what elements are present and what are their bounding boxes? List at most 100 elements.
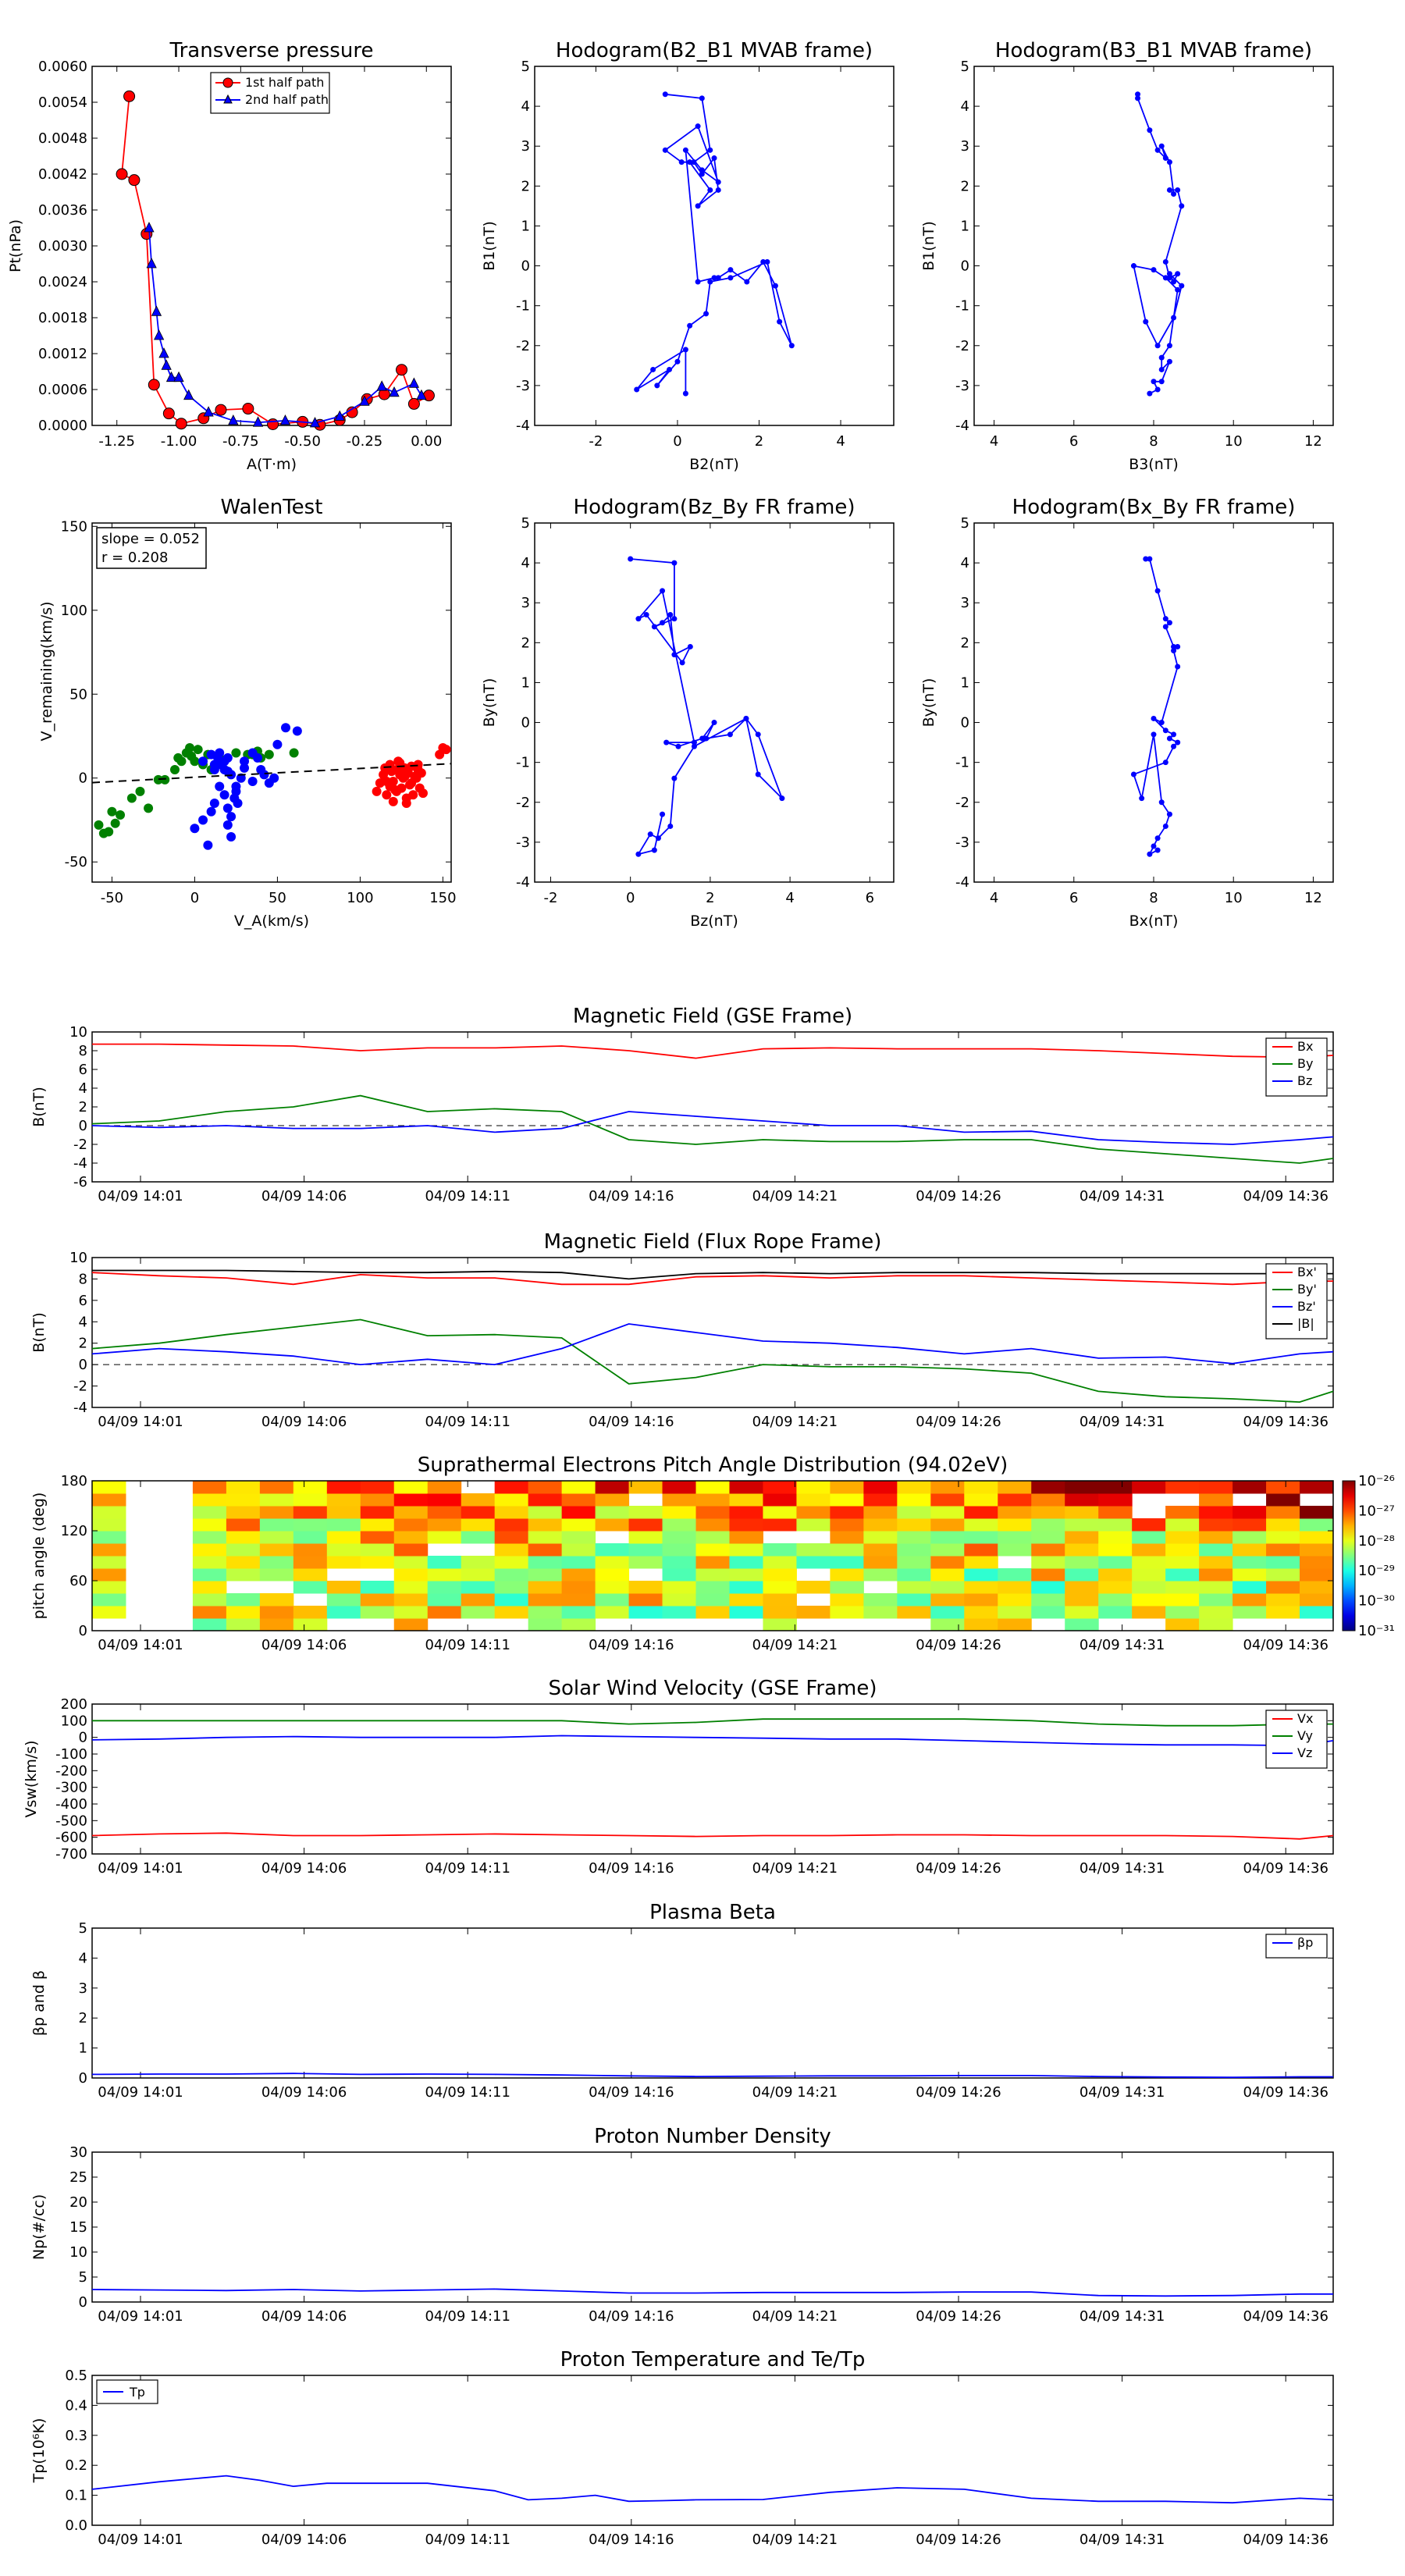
heatmap-cell [561,1518,596,1532]
heatmap-cell [1098,1593,1133,1606]
heatmap-cell [628,1531,663,1544]
x-axis-label: Bx(nT) [1129,913,1179,930]
heatmap-cell [92,1493,126,1507]
heatmap-cell [1098,1481,1133,1494]
data-point [1130,263,1136,269]
hodogram-path [636,93,793,394]
data-point [388,777,398,787]
heatmap-cell [360,1606,395,1619]
heatmap-cell [1300,1531,1334,1544]
heatmap-cell [695,1481,730,1494]
heatmap-cell [729,1531,763,1544]
heatmap-cell [1266,1531,1300,1544]
heatmap-cell [1132,1518,1166,1532]
x-tick-label: 4 [785,890,794,906]
heatmap-cell [293,1518,328,1532]
data-point [418,788,428,799]
heatmap-cell [1165,1481,1200,1494]
heatmap-cell [1132,1556,1166,1569]
heatmap-cell [695,1581,730,1594]
data-point [695,279,701,285]
heatmap-cell [226,1506,261,1519]
x-tick-label: 04/09 14:21 [752,1188,838,1204]
data-point [1175,286,1181,293]
y-tick-label: 20 [69,2194,87,2211]
x-tick-label: 04/09 14:16 [589,1188,674,1204]
plot-frame [534,522,895,883]
heatmap-cell [729,1556,763,1569]
heatmap-cell [695,1506,730,1519]
heatmap-cell [595,1556,630,1569]
data-point [715,179,721,185]
y-tick-label: 0 [79,1623,87,1639]
heatmap-cell [528,1593,563,1606]
x-tick-label: 04/09 14:36 [1243,1188,1328,1204]
x-tick-label: 04/09 14:36 [1243,1637,1328,1653]
data-point [144,803,154,813]
data-point [382,790,392,800]
heatmap-cell [662,1506,697,1519]
y-tick-label: -300 [55,1780,87,1796]
data-point [116,168,128,180]
y-tick-label: 2 [961,635,969,651]
data-point [1166,811,1172,817]
data-point [146,258,157,269]
data-point [660,588,666,594]
data-point [160,774,170,785]
data-point [1147,851,1153,857]
data-point [190,756,200,767]
heatmap-cell [1065,1518,1099,1532]
y-tick-label: 150 [61,518,87,535]
heatmap-cell [1065,1593,1099,1606]
heatmap-cell [1132,1481,1166,1494]
heatmap-cell [1199,1493,1233,1507]
x-axis-label: Bz(nT) [690,913,738,930]
x-tick-label: 04/09 14:11 [425,1860,510,1877]
y-tick-label: 1 [961,218,969,234]
heatmap-cell [561,1606,596,1619]
data-point [123,90,136,102]
x-tick-label: 04/09 14:21 [752,2532,838,2548]
chart-title: Magnetic Field (Flux Rope Frame) [544,1230,882,1254]
heatmap-cell [1165,1518,1200,1532]
heatmap-cell [964,1518,998,1532]
heatmap-cell [662,1493,697,1507]
heatmap-cell [930,1593,965,1606]
heatmap-cell [461,1581,496,1594]
heatmap-cell [763,1618,797,1631]
heatmap-cell [226,1606,261,1619]
annotation-slope: slope = 0.052 [101,531,200,547]
data-point [662,91,668,98]
y-tick-label: 5 [79,2269,87,2286]
data-point [650,366,656,372]
heatmap-cell [393,1543,429,1557]
heatmap-cell [326,1493,361,1507]
y-tick-label: 5 [961,59,969,75]
x-tick-label: 04/09 14:31 [1080,2084,1165,2101]
data-point [711,155,717,162]
y-axis-label: Np(#/cc) [30,2194,48,2260]
data-point [393,756,404,767]
heatmap-cell [998,1543,1032,1557]
heatmap-cell [930,1493,965,1507]
heatmap-cell [930,1556,965,1569]
heatmap-cell [964,1593,998,1606]
annotation-r: r = 0.208 [101,550,168,566]
heatmap-cell [326,1593,361,1606]
chart-pitch-angle-distribution: Suprathermal Electrons Pitch Angle Distr… [30,1453,1395,1653]
chart-np: Proton Number Density 0 5 10 15 20 25 30 04/09 1… [30,2125,1334,2325]
data-point [1130,771,1136,777]
data-point [206,806,216,817]
data-point [203,406,214,417]
y-tick-label: -100 [55,1746,87,1763]
data-point [1158,720,1165,726]
data-point [687,159,693,165]
x-tick-label: 6 [1069,433,1078,450]
heatmap-cell [763,1606,797,1619]
data-point [1171,731,1177,738]
heatmap-cell [695,1493,730,1507]
heatmap-cell [930,1481,965,1494]
y-tick-label: 4 [961,98,969,115]
heatmap-cell [192,1506,227,1519]
data-point [667,823,674,829]
